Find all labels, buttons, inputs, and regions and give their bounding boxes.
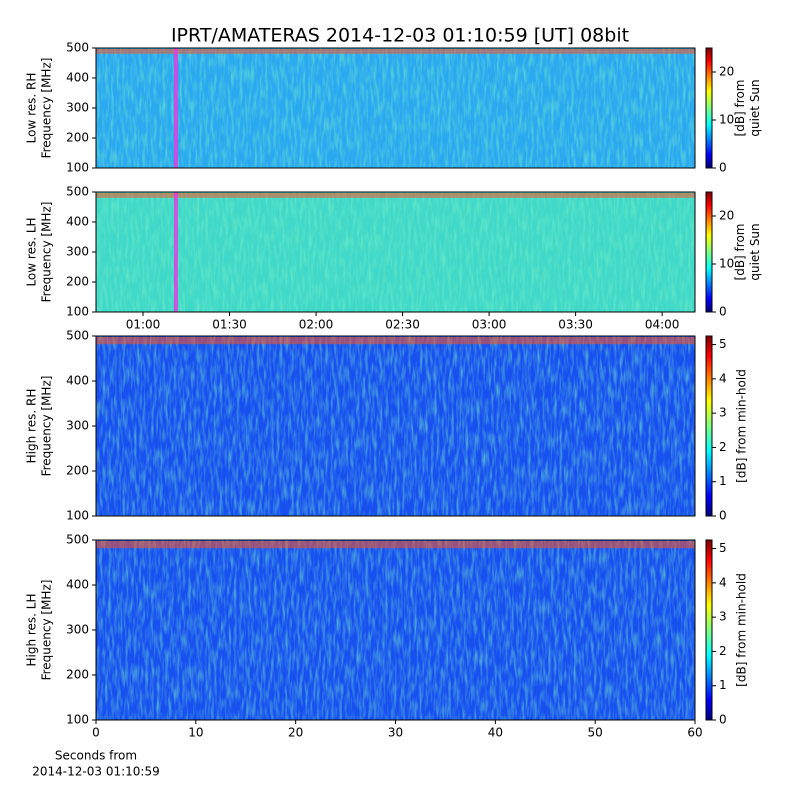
colorbar-label: quiet Sun xyxy=(748,223,762,280)
x-tick-label: 04:00 xyxy=(645,318,680,332)
y-axis-label: Frequency [MHz] xyxy=(40,580,54,681)
x-tick-label: 03:30 xyxy=(558,318,593,332)
x-tick-label: 10 xyxy=(188,726,203,740)
x-tick-label: 40 xyxy=(488,726,503,740)
colorbar-tick-label: 3 xyxy=(719,406,727,420)
y-tick-label: 300 xyxy=(66,419,89,433)
colorbar-tick-label: 10 xyxy=(719,113,734,127)
x-tick-label: 01:00 xyxy=(126,318,161,332)
y-tick-label: 100 xyxy=(66,509,89,523)
colorbar-tick-label: 0 xyxy=(719,713,727,727)
y-axis-label: High res. RH xyxy=(25,389,39,464)
y-tick-label: 500 xyxy=(66,41,89,55)
y-axis-label: Frequency [MHz] xyxy=(40,202,54,303)
x-tick-label: 03:00 xyxy=(472,318,507,332)
y-tick-label: 200 xyxy=(66,464,89,478)
x-tick-label: 02:00 xyxy=(299,318,334,332)
colorbar-label: [dB] from min-hold xyxy=(735,573,749,687)
spectrogram-top-band xyxy=(96,541,695,549)
y-tick-label: 400 xyxy=(66,71,89,85)
colorbar-tick-label: 5 xyxy=(719,337,727,351)
spectrogram-texture xyxy=(96,192,695,312)
y-tick-label: 300 xyxy=(66,245,89,259)
x-tick-label: 60 xyxy=(687,726,702,740)
x-axis-label: 2014-12-03 01:10:59 xyxy=(32,765,159,779)
colorbar-tick-label: 20 xyxy=(719,65,734,79)
y-tick-label: 100 xyxy=(66,713,89,727)
colorbar-tick-label: 4 xyxy=(719,575,727,589)
colorbar xyxy=(705,47,713,169)
spectrogram-top-band xyxy=(96,193,695,198)
y-tick-label: 500 xyxy=(66,329,89,343)
y-tick-label: 300 xyxy=(66,623,89,637)
x-axis-label: Seconds from xyxy=(55,749,137,763)
y-tick-label: 200 xyxy=(66,668,89,682)
y-axis-label: Frequency [MHz] xyxy=(40,58,54,159)
spectrogram-texture xyxy=(96,540,695,720)
colorbar-tick-label: 0 xyxy=(719,305,727,319)
colorbar-label: [dB] from min-hold xyxy=(735,369,749,483)
colorbar xyxy=(705,335,713,517)
x-tick-label: 01:30 xyxy=(212,318,247,332)
y-axis-label: Frequency [MHz] xyxy=(40,376,54,477)
y-tick-label: 500 xyxy=(66,185,89,199)
colorbar-tick-label: 4 xyxy=(719,371,727,385)
x-tick-label: 0 xyxy=(92,726,100,740)
y-tick-label: 100 xyxy=(66,161,89,175)
colorbar-tick-label: 20 xyxy=(719,209,734,223)
y-axis-label: High res. LH xyxy=(25,593,39,666)
y-tick-label: 100 xyxy=(66,305,89,319)
y-tick-label: 500 xyxy=(66,533,89,547)
figure-title: IPRT/AMATERAS 2014-12-03 01:10:59 [UT] 0… xyxy=(171,25,629,47)
y-tick-label: 200 xyxy=(66,131,89,145)
y-tick-label: 300 xyxy=(66,101,89,115)
colorbar-label: quiet Sun xyxy=(748,79,762,136)
colorbar xyxy=(705,539,713,721)
colorbar-label: [dB] from xyxy=(733,80,747,137)
colorbar-tick-label: 1 xyxy=(719,678,727,692)
colorbar-tick-label: 1 xyxy=(719,474,727,488)
x-tick-label: 50 xyxy=(588,726,603,740)
spectrogram-top-band xyxy=(96,49,695,54)
x-tick-label: 20 xyxy=(288,726,303,740)
time-marker xyxy=(173,48,178,168)
colorbar-tick-label: 0 xyxy=(719,161,727,175)
spectrogram-texture xyxy=(96,48,695,168)
y-tick-label: 400 xyxy=(66,374,89,388)
colorbar-tick-label: 5 xyxy=(719,541,727,555)
x-tick-label: 30 xyxy=(388,726,403,740)
colorbar-tick-label: 2 xyxy=(719,440,727,454)
y-tick-label: 400 xyxy=(66,578,89,592)
colorbar-tick-label: 0 xyxy=(719,509,727,523)
colorbar-tick-label: 2 xyxy=(719,644,727,658)
spectrogram-texture xyxy=(96,336,695,516)
y-axis-label: Low res. LH xyxy=(25,217,39,286)
colorbar-tick-label: 3 xyxy=(719,610,727,624)
colorbar xyxy=(705,191,713,313)
x-tick-label: 02:30 xyxy=(385,318,420,332)
y-tick-label: 400 xyxy=(66,215,89,229)
colorbar-tick-label: 10 xyxy=(719,257,734,271)
time-marker xyxy=(173,192,178,312)
y-tick-label: 200 xyxy=(66,275,89,289)
spectrogram-top-band xyxy=(96,337,695,345)
colorbar-label: [dB] from xyxy=(733,224,747,281)
y-axis-label: Low res. RH xyxy=(25,73,39,144)
